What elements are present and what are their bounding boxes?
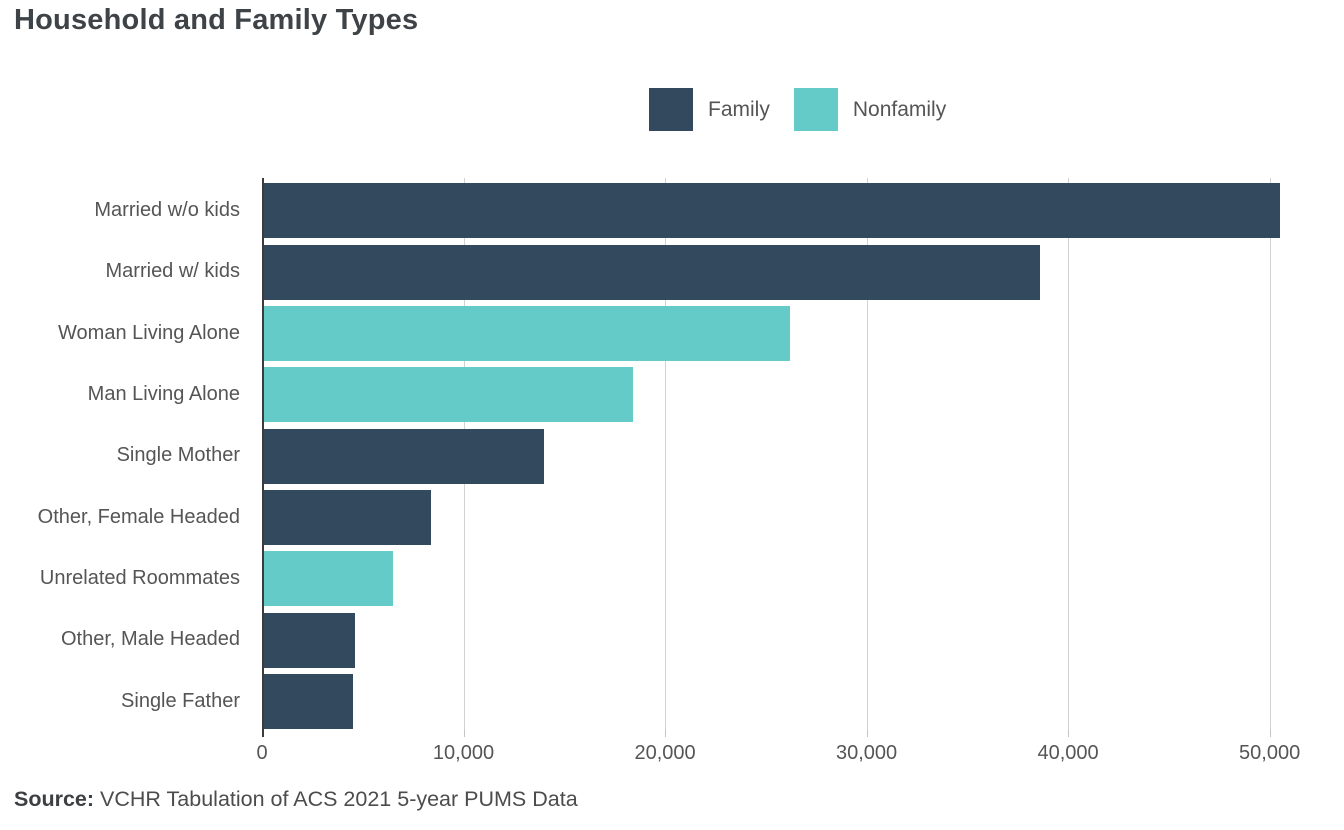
category-label-single-father: Single Father bbox=[121, 689, 240, 712]
category-label-man-living-alone: Man Living Alone bbox=[87, 383, 240, 406]
plot-area bbox=[262, 178, 1320, 737]
y-axis-line bbox=[262, 178, 264, 737]
bar-other-female-headed bbox=[264, 489, 432, 545]
gridline bbox=[665, 178, 667, 730]
x-tick-mark bbox=[1068, 730, 1070, 737]
x-tick-label: 50,000 bbox=[1239, 742, 1301, 764]
gridline bbox=[1068, 178, 1070, 730]
bar-married-w-o-kids bbox=[264, 183, 1280, 239]
legend-item-nonfamily: Nonfamily bbox=[793, 88, 947, 131]
bar-man-living-alone bbox=[264, 367, 633, 423]
legend-label: Family bbox=[708, 97, 770, 121]
category-label-unrelated-roommates: Unrelated Roommates bbox=[39, 567, 240, 590]
x-axis: 0 10,000 20,000 30,000 40,000 50,000 bbox=[256, 730, 1320, 778]
legend-swatch-family bbox=[649, 88, 693, 131]
legend-item-family: Family bbox=[649, 88, 770, 131]
chart-title: Household and Family Types bbox=[14, 4, 419, 36]
legend-swatch-nonfamily bbox=[793, 88, 838, 131]
source-text: VCHR Tabulation of ACS 2021 5-year PUMS … bbox=[94, 787, 578, 811]
bar-single-father bbox=[264, 673, 353, 729]
x-tick-label: 10,000 bbox=[432, 742, 495, 764]
x-tick-label: 20,000 bbox=[634, 742, 696, 764]
gridline bbox=[1269, 178, 1271, 730]
x-tick-mark bbox=[665, 730, 667, 737]
x-tick-label: 40,000 bbox=[1037, 742, 1099, 764]
bar-married-w-kids bbox=[264, 244, 1040, 300]
x-tick-mark bbox=[866, 730, 868, 737]
bar-single-mother bbox=[264, 428, 545, 484]
legend: Family Nonfamily bbox=[649, 88, 946, 131]
x-tick-mark bbox=[1269, 730, 1271, 737]
bar-other-male-headed bbox=[264, 612, 355, 668]
source-label: Source: bbox=[14, 787, 95, 811]
gridline bbox=[866, 178, 868, 730]
bar-unrelated-roommates bbox=[264, 551, 393, 607]
category-label-woman-living-alone: Woman Living Alone bbox=[58, 321, 240, 344]
source-note: Source: VCHR Tabulation of ACS 2021 5-ye… bbox=[14, 787, 578, 812]
bar-woman-living-alone bbox=[264, 305, 790, 361]
legend-label: Nonfamily bbox=[852, 97, 947, 121]
category-label-married-w-kids: Married w/ kids bbox=[105, 260, 240, 283]
category-label-other-male-headed: Other, Male Headed bbox=[61, 628, 240, 651]
x-tick-mark bbox=[463, 730, 465, 737]
y-axis-labels: Married w/o kids Married w/ kids Woman Liv… bbox=[0, 178, 240, 730]
category-label-other-female-headed: Other, Female Headed bbox=[37, 505, 240, 528]
x-tick-label: 30,000 bbox=[835, 742, 898, 764]
category-label-single-mother: Single Mother bbox=[116, 444, 240, 467]
category-label-married-w-o-kids: Married w/o kids bbox=[94, 199, 240, 222]
x-tick-label: 0 bbox=[256, 742, 268, 764]
